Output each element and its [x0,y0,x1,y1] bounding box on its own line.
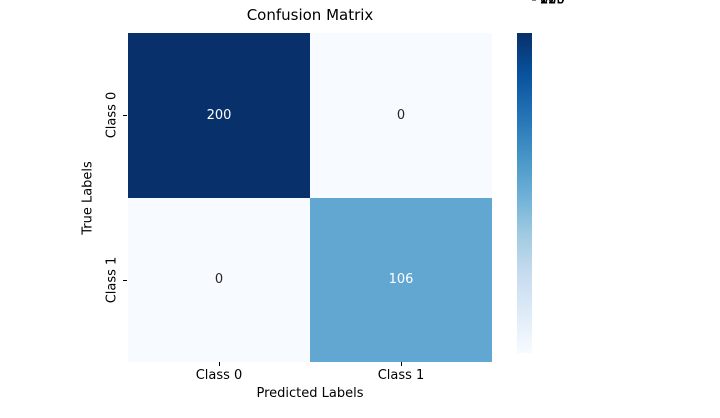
x-tick-mark [401,362,402,366]
colorbar-tick-label: 100 [540,0,565,8]
x-tick-label-class0: Class 0 [195,368,243,383]
colorbar-tick: 0 [532,0,548,8]
x-axis-label: Predicted Labels [256,386,364,401]
colorbar-tick-label: 125 [540,0,565,8]
colorbar-gradient [517,33,532,353]
y-axis-label: True Labels [80,161,96,235]
colorbar-tick-label: 200 [540,0,565,8]
y-tick-label-class0: Class 0 [104,91,120,139]
colorbar-tick-label: 50 [540,0,557,8]
colorbar-tick-mark [532,0,536,1]
colorbar-tick-label: 25 [540,0,557,8]
heatmap-cell-true0-pred1: 0 [310,33,492,198]
chart-title: Confusion Matrix [246,6,374,24]
y-tick-mark [123,115,127,116]
heatmap-cell-true0-pred0: 200 [128,33,310,198]
y-tick-label-class1: Class 1 [104,256,120,304]
colorbar-tick-label: 150 [540,0,565,8]
cell-annotation: 200 [206,107,232,123]
heatmap-cell-true1-pred0: 0 [128,197,310,362]
x-tick-mark [219,362,220,366]
colorbar-tick-label: 175 [540,0,565,8]
colorbar-tick-label: 0 [540,0,549,8]
heatmap-grid: 200 0 0 106 [128,33,492,362]
x-tick-label-class1: Class 1 [377,368,425,383]
heatmap-cell-true1-pred1: 106 [310,197,492,362]
colorbar-tick-label: 75 [540,0,557,8]
cell-annotation: 0 [214,272,224,288]
y-tick-mark [123,280,127,281]
cell-annotation: 0 [396,107,406,123]
cell-annotation: 106 [388,272,414,288]
